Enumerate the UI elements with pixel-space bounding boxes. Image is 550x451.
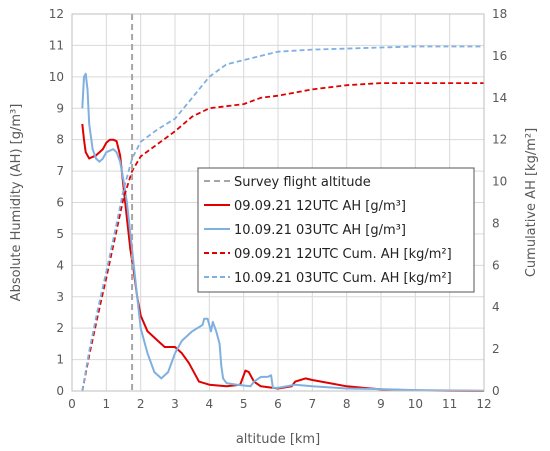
x-tick-label-5: 5 [240, 397, 248, 411]
y-tick-label-12: 12 [49, 7, 64, 21]
y-tick-label-6: 6 [56, 196, 64, 210]
y-tick-label-10: 10 [49, 70, 64, 84]
x-tick-label-11: 11 [442, 397, 457, 411]
legend-entry-ah-0909: 09.09.21 12UTC AH [g/m³] [234, 199, 406, 214]
y2-tick-label-7: 14 [492, 91, 507, 105]
x-tick-label-3: 3 [171, 397, 179, 411]
y2-axis-label: Cumulative AH [kg/m²] [524, 128, 539, 277]
y2-tick-label-5: 10 [492, 175, 507, 189]
y-tick-label-5: 5 [56, 227, 64, 241]
tick-labels: 0 1 2 3 4 5 6 7 8 9 10 11 12012345678910111202468101… [49, 7, 508, 411]
x-tick-label-0: 0 [68, 397, 76, 411]
x-tick-label-2: 2 [137, 397, 145, 411]
y-axis-label: Absolute Humidity (AH) [g/m³] [9, 104, 24, 302]
y-tick-label-3: 3 [56, 290, 64, 304]
x-tick-label-6: 6 [274, 397, 282, 411]
legend-entry-ah-1009: 10.09.21 03UTC AH [g/m³] [234, 223, 406, 238]
x-tick-label-4: 4 [206, 397, 214, 411]
y2-tick-label-1: 2 [492, 342, 500, 356]
x-tick-label-12: 12 [476, 397, 491, 411]
x-tick-label-8: 8 [343, 397, 351, 411]
legend: Survey flight altitude 09.09.21 12UTC AH… [197, 167, 475, 293]
legend-entry-survey: Survey flight altitude [234, 175, 371, 190]
legend-entry-cum-0909: 09.09.21 12UTC Cum. AH [kg/m²] [234, 247, 452, 262]
y-tick-label-4: 4 [56, 258, 64, 272]
series-ah-1009 [81, 72, 485, 392]
x-tick-label-1: 1 [103, 397, 111, 411]
series-lines [81, 45, 485, 392]
y-tick-label-1: 1 [56, 353, 64, 367]
y2-tick-label-3: 6 [492, 258, 500, 272]
x-tick-label-10: 10 [408, 397, 423, 411]
y-tick-label-11: 11 [49, 38, 64, 52]
x-tick-label-7: 7 [309, 397, 317, 411]
series-cum-0909 [81, 82, 484, 392]
legend-entry-cum-1009: 10.09.21 03UTC Cum. AH [kg/m²] [234, 271, 452, 286]
y2-tick-label-4: 8 [492, 216, 500, 230]
y2-tick-label-6: 12 [492, 133, 507, 147]
y-tick-label-2: 2 [56, 321, 64, 335]
y-tick-label-8: 8 [56, 133, 64, 147]
series-cum-1009 [81, 45, 484, 392]
y2-tick-label-0: 0 [492, 384, 500, 398]
y-tick-label-7: 7 [56, 164, 64, 178]
plot-frame [71, 13, 485, 392]
x-tick-label-9: 9 [377, 397, 385, 411]
legend-box [197, 167, 475, 293]
y2-tick-label-8: 16 [492, 49, 507, 63]
y-tick-label-0: 0 [56, 384, 64, 398]
y2-tick-label-9: 18 [492, 7, 507, 21]
y-tick-label-9: 9 [56, 101, 64, 115]
x-axis-label: altitude [km] [236, 432, 320, 447]
y2-tick-label-2: 4 [492, 300, 500, 314]
series-ah-0909 [81, 123, 485, 392]
